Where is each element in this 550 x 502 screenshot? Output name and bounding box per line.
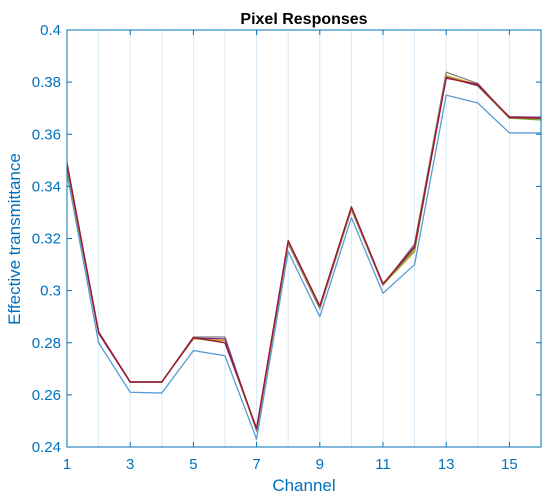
y-tick-label: 0.38 — [32, 74, 61, 91]
x-tick-label: 15 — [501, 456, 518, 473]
x-tick-label: 5 — [189, 456, 197, 473]
series-line-6 — [66, 77, 542, 429]
y-tick-label: 0.28 — [32, 335, 61, 352]
y-tick-label: 0.24 — [32, 439, 61, 456]
x-tick-label: 3 — [126, 456, 134, 473]
series-lines — [66, 71, 542, 440]
x-tick-label: 9 — [316, 456, 324, 473]
ticks: 1 3 5 7 9 11 13 150.240.260.280.30.320.340.360.… — [32, 22, 541, 473]
x-tick-label: 13 — [438, 456, 455, 473]
chart-title: Pixel Responses — [240, 11, 367, 28]
y-tick-label: 0.32 — [32, 231, 61, 248]
x-tick-label: 11 — [375, 456, 391, 473]
y-tick-label: 0.3 — [40, 283, 61, 300]
y-tick-label: 0.26 — [32, 387, 61, 404]
x-tick-label: 7 — [252, 456, 260, 473]
y-tick-label: 0.4 — [40, 22, 61, 39]
x-tick-label: 1 — [63, 456, 71, 473]
series-line-1 — [66, 94, 541, 440]
x-gridlines — [98, 30, 510, 447]
y-tick-label: 0.34 — [32, 178, 61, 195]
y-axis-label: Effective transmittance — [5, 153, 24, 325]
x-axis-label: Channel — [272, 476, 335, 495]
y-tick-label: 0.36 — [32, 126, 61, 143]
